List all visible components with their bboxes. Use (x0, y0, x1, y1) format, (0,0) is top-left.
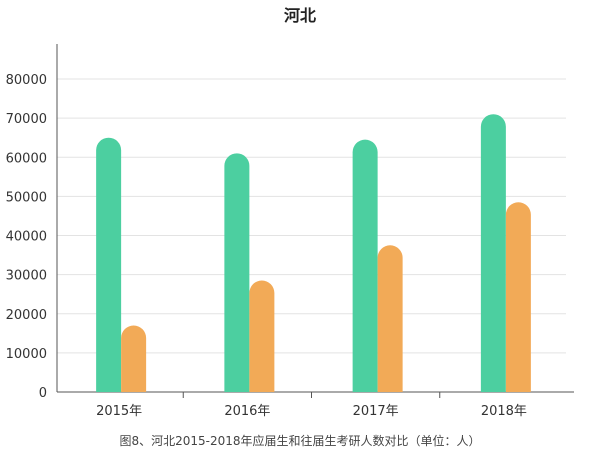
y-tick-label: 10000 (6, 347, 47, 362)
bar-2018年-series-2 (505, 202, 531, 392)
bar-2015年-series-2 (121, 325, 147, 392)
bar-2016年-series-2 (249, 280, 275, 392)
y-tick-label: 40000 (6, 230, 47, 245)
y-tick-label: 20000 (6, 308, 47, 323)
grid (57, 78, 566, 354)
x-tick-label: 2016年 (224, 404, 270, 419)
x-tick-label: 2017年 (353, 404, 399, 419)
bar-2015年-series-1 (96, 137, 122, 392)
chart-title: 河北 (284, 6, 316, 25)
x-tick-label: 2015年 (96, 404, 142, 419)
y-tick-labels: 0 10000 20000 30000 40000 50000 60000 70000 8000… (6, 73, 47, 401)
y-tick-label: 30000 (6, 269, 47, 284)
x-tick-label: 2018年 (481, 404, 527, 419)
bar-2018年-series-1 (480, 114, 506, 393)
y-tick-label: 50000 (6, 190, 47, 205)
y-tick-label: 0 (39, 386, 47, 401)
x-tick-labels: 2015年 2016年 2017年 2018年 (96, 404, 527, 419)
bar-2017年-series-2 (377, 245, 403, 392)
y-tick-label: 70000 (6, 112, 47, 127)
y-tick-label: 60000 (6, 151, 47, 166)
y-tick-label: 80000 (6, 73, 47, 88)
bar-2016年-series-1 (224, 153, 250, 392)
bar-2017年-series-1 (352, 139, 378, 392)
bars (96, 114, 531, 393)
chart-caption: 图8、河北2015-2018年应届生和往届生考研人数对比（单位：人） (119, 433, 480, 448)
